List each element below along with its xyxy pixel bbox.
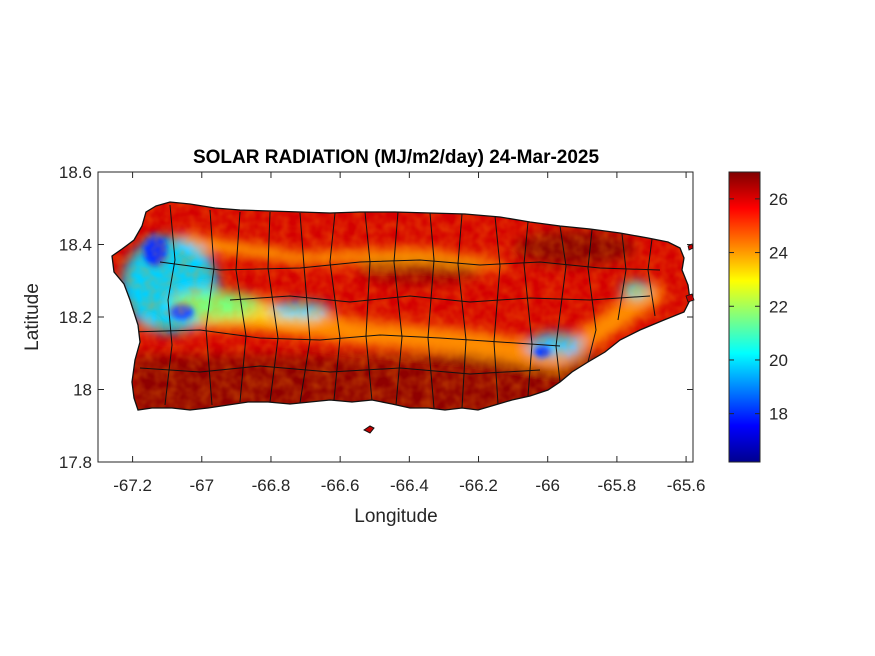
colorbar-tick-label: 18 bbox=[769, 405, 788, 424]
x-tick-label: -66.6 bbox=[321, 476, 360, 495]
boundary-line bbox=[267, 211, 279, 403]
x-tick-label: -67 bbox=[189, 476, 214, 495]
colorbar-tick-label: 22 bbox=[769, 297, 788, 316]
boundary-line bbox=[139, 365, 541, 375]
chart-title: SOLAR RADIATION (MJ/m2/day) 24-Mar-2025 bbox=[193, 147, 600, 168]
boundary-line bbox=[205, 209, 215, 406]
x-axis-label: Longitude bbox=[354, 506, 437, 527]
boundary-line bbox=[229, 295, 651, 303]
boundary-line bbox=[555, 225, 567, 383]
colorbar bbox=[728, 171, 761, 463]
boundary-line bbox=[457, 213, 467, 409]
boundary-line bbox=[159, 259, 661, 271]
boundary-line bbox=[617, 233, 627, 321]
x-tick-label: -66.8 bbox=[252, 476, 291, 495]
x-tick-label: -66.2 bbox=[459, 476, 498, 495]
boundary-line bbox=[164, 204, 176, 406]
boundary-line bbox=[129, 329, 561, 347]
colorbar-ticks: 18 20 22 24 26 bbox=[729, 190, 788, 424]
small-island-east bbox=[685, 293, 695, 303]
x-tick-label: -65.6 bbox=[667, 476, 706, 495]
municipality-boundaries bbox=[129, 204, 661, 409]
x-tick-label: -66 bbox=[535, 476, 560, 495]
colorbar-tick-label: 20 bbox=[769, 351, 788, 370]
boundary-line bbox=[523, 221, 533, 397]
y-tick-label: 18.2 bbox=[59, 308, 92, 327]
y-tick-label: 18.4 bbox=[59, 236, 92, 255]
x-tick-label: -65.8 bbox=[598, 476, 637, 495]
y-tick-label: 18.6 bbox=[59, 163, 92, 182]
boundary-line bbox=[299, 212, 311, 404]
x-tick-label: -67.2 bbox=[113, 476, 152, 495]
boundary-line bbox=[427, 212, 435, 409]
boundary-line bbox=[364, 211, 373, 402]
boundary-line bbox=[587, 229, 597, 363]
small-island-caja-de-muertos bbox=[363, 425, 375, 434]
boundary-line bbox=[393, 211, 403, 406]
y-tick-label: 17.8 bbox=[59, 453, 92, 472]
colorbar-tick-label: 26 bbox=[769, 190, 788, 209]
y-axis: 17.8 18 18.2 18.4 18.6 bbox=[59, 163, 693, 472]
x-tick-label: -66.4 bbox=[390, 476, 429, 495]
heatmap-layer bbox=[112, 202, 690, 410]
y-tick-label: 18 bbox=[73, 381, 92, 400]
boundary-line bbox=[647, 238, 656, 317]
y-axis-label: Latitude bbox=[22, 283, 43, 351]
colorbar-tick-label: 24 bbox=[769, 244, 788, 263]
boundary-line bbox=[235, 211, 247, 403]
x-axis: -67.2 -67 -66.8 -66.6 -66.4 -66.2 -66 -65.8 -65.… bbox=[113, 172, 705, 495]
